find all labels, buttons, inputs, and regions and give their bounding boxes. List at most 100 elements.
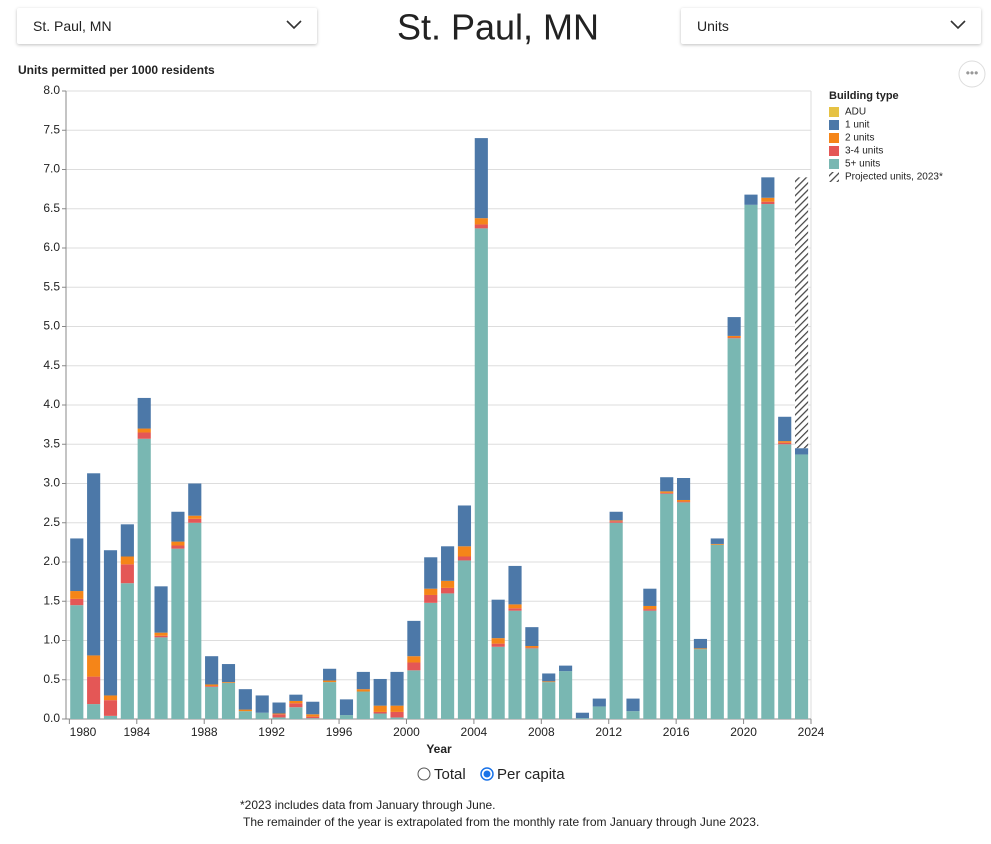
- bar-segment: [188, 483, 202, 516]
- bar-segment: [407, 656, 421, 663]
- y-tick-label: 4.5: [43, 358, 60, 372]
- bar-segment: [592, 706, 606, 719]
- bar-segment: [761, 177, 775, 198]
- bar-segment: [137, 438, 151, 719]
- bar-segment: [339, 715, 354, 719]
- legend-swatch: [829, 120, 839, 130]
- bar-segment: [289, 694, 303, 701]
- x-tick-label: 2000: [393, 725, 420, 739]
- bar-segment: [794, 454, 809, 719]
- bar-segment: [238, 689, 252, 710]
- legend-label: ADU: [845, 107, 866, 118]
- bar-segment: [188, 518, 202, 523]
- legend-swatch: [829, 159, 839, 169]
- bar-segment: [272, 702, 286, 714]
- bar-segment: [87, 676, 101, 705]
- y-tick-label: 7.0: [43, 162, 60, 176]
- x-tick-label: 2008: [528, 725, 555, 739]
- legend-swatch: [829, 133, 839, 143]
- footnote: The remainder of the year is extrapolate…: [243, 815, 759, 829]
- chevron: [950, 20, 966, 30]
- bar-segment: [137, 397, 151, 429]
- bar-segment: [457, 556, 472, 561]
- bar-segment: [390, 711, 404, 718]
- bar-segment: [677, 502, 691, 719]
- page-title: St. Paul, MN: [397, 7, 599, 48]
- bar-segment: [407, 670, 421, 719]
- y-tick-label: 0.0: [43, 711, 60, 725]
- y-tick-label: 4.0: [43, 397, 60, 411]
- y-tick-label: 5.0: [43, 319, 60, 333]
- measure-dropdown[interactable]: Units: [681, 8, 981, 44]
- radio-label: Per capita: [497, 766, 565, 783]
- bar-segment: [643, 609, 657, 611]
- bar-segment: [120, 556, 134, 565]
- bar-segment: [87, 473, 101, 656]
- bar-segment: [710, 543, 724, 545]
- bar-segment: [727, 335, 741, 338]
- bar-segment: [491, 646, 505, 719]
- bar-segment: [103, 550, 118, 696]
- bar-segment: [744, 204, 758, 719]
- bar-segment: [188, 515, 202, 519]
- bar-segment: [457, 505, 472, 547]
- bar-segment: [137, 432, 151, 439]
- bar-segment: [171, 545, 185, 549]
- bar-segment: [188, 522, 202, 719]
- bar-segment: [205, 684, 219, 687]
- x-tick-label: 1992: [258, 725, 285, 739]
- bar-segment: [457, 546, 472, 557]
- bar-segment: [575, 712, 590, 719]
- y-tick-label: 3.5: [43, 436, 60, 450]
- bar-segment: [508, 608, 522, 611]
- more-button[interactable]: [958, 60, 986, 88]
- bar-segment: [474, 138, 488, 219]
- bar-segment: [559, 665, 573, 672]
- dropdown-value: St. Paul, MN: [33, 18, 112, 34]
- bar-segment: [70, 538, 84, 592]
- bar-segment: [744, 194, 758, 205]
- bar-segment: [778, 416, 792, 442]
- bar-segment: [677, 501, 691, 503]
- bar-segment: [727, 317, 741, 336]
- bar-segment: [491, 643, 505, 647]
- bar-segment: [592, 698, 606, 707]
- bar-segment: [677, 478, 691, 500]
- chevron: [286, 20, 302, 30]
- x-tick-label: 1988: [191, 725, 218, 739]
- bar-segment: [137, 428, 151, 433]
- bar-segment: [491, 638, 505, 644]
- bar-segment: [373, 713, 387, 719]
- bar-segment: [272, 713, 286, 715]
- more-icon: •••: [966, 66, 979, 80]
- x-tick-label: 1980: [70, 725, 97, 739]
- bar-segment: [70, 591, 84, 599]
- bar-segment: [626, 698, 640, 712]
- bar-segment: [70, 598, 84, 606]
- bar-segment: [255, 712, 269, 719]
- location-dropdown[interactable]: St. Paul, MN: [17, 8, 317, 44]
- bar-segment: [542, 673, 556, 682]
- legend-label: 1 unit: [845, 120, 870, 131]
- bar-segment: [323, 682, 337, 719]
- bar-segment: [390, 671, 404, 706]
- bar-segment: [643, 605, 657, 610]
- bar-segment: [103, 695, 118, 701]
- bar-segment: [238, 711, 252, 719]
- bar-segment: [356, 691, 370, 719]
- bar-segment: [474, 228, 488, 719]
- radio-total[interactable]: [417, 767, 431, 781]
- bar-segment: [424, 594, 438, 603]
- y-tick-label: 2.5: [43, 515, 60, 529]
- bar-segment: [323, 680, 337, 683]
- bar-segment: [154, 637, 168, 719]
- bar-segment: [87, 704, 101, 719]
- y-tick-label: 6.5: [43, 201, 60, 215]
- bar-segment: [677, 499, 691, 502]
- bar-segment: [778, 441, 792, 443]
- legend-label: 3-4 units: [845, 146, 883, 157]
- bar-segment: [525, 645, 539, 648]
- bar-segment: [272, 714, 286, 718]
